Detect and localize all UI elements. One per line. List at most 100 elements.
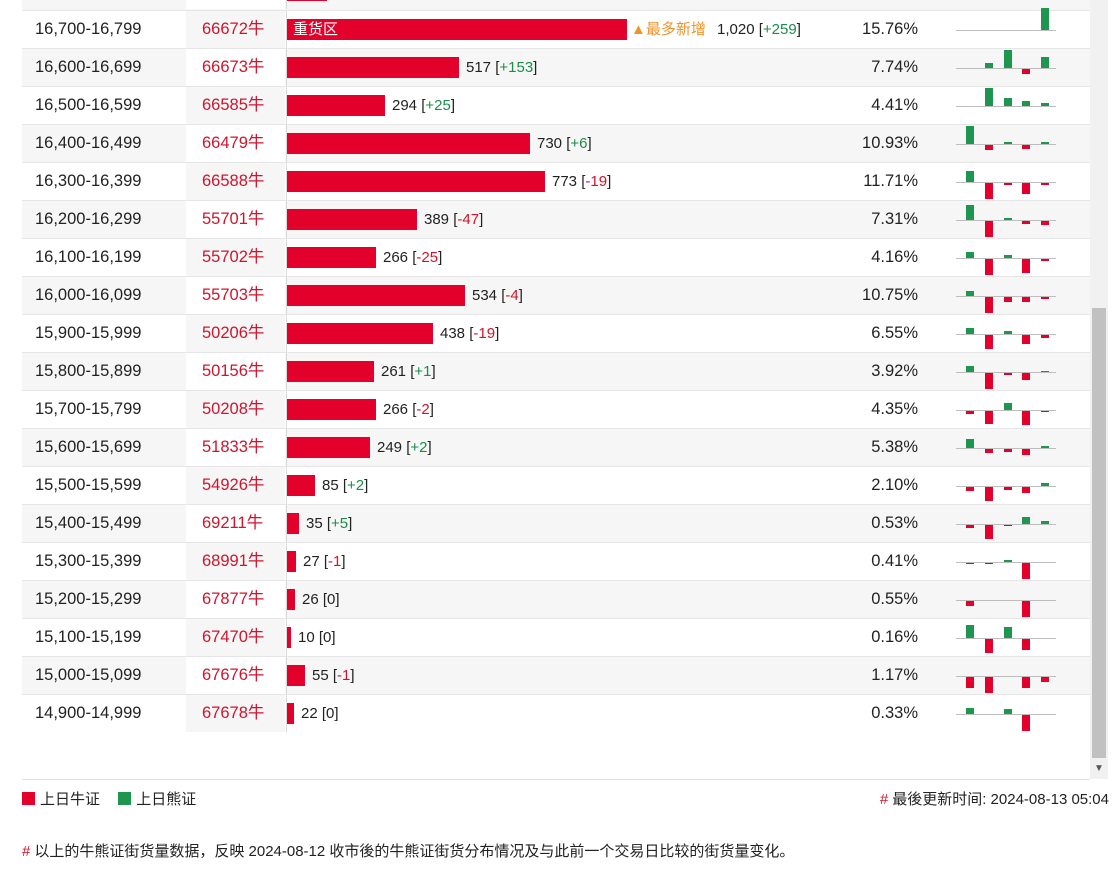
volume-bar: 重货区 xyxy=(287,19,627,40)
scroll-down-arrow-icon[interactable]: ▼ xyxy=(1094,763,1104,774)
sparkline-bar xyxy=(985,63,993,68)
sparkline-bar xyxy=(1004,218,1012,220)
volume-bar xyxy=(287,589,295,610)
percentage: 0.16% xyxy=(871,628,918,646)
sparkline-axis xyxy=(956,714,1056,715)
strike-range: 15,400-15,499 xyxy=(35,514,142,532)
sparkline-bar xyxy=(1041,297,1049,299)
table-row: 15,800-15,899 50156牛 261 [+1] 3.92% xyxy=(22,352,1090,390)
sparkline-bar xyxy=(1004,373,1012,375)
volume-change: 0 xyxy=(323,629,332,646)
volume-value: 26 xyxy=(302,591,319,608)
heavy-zone-label: 重货区 xyxy=(293,21,339,38)
sparkline-bar xyxy=(1022,715,1030,731)
sparkline-axis xyxy=(956,372,1056,373)
code-cell: 55701牛 xyxy=(186,201,285,238)
volume-bar xyxy=(287,323,433,344)
warrant-code-link[interactable]: 67678牛 xyxy=(202,704,265,722)
warrant-code-link[interactable]: 66673牛 xyxy=(202,58,265,76)
code-cell: 66479牛 xyxy=(186,125,285,162)
scrollbar[interactable]: ▼ xyxy=(1090,0,1108,779)
sparkline-bar xyxy=(1022,373,1030,380)
sparkline-bar xyxy=(985,411,993,424)
volume-count: 10 [0] xyxy=(298,629,336,646)
volume-count: 261 [+1] xyxy=(381,363,436,380)
history-sparkline xyxy=(956,8,1058,48)
warrant-code-link[interactable]: 50156牛 xyxy=(202,362,265,380)
volume-bar xyxy=(287,361,374,382)
sparkline-bar xyxy=(1041,103,1049,106)
volume-change: -19 xyxy=(473,325,496,342)
volume-bar xyxy=(287,171,545,192)
hash-mark: # xyxy=(22,843,31,860)
volume-change: -47 xyxy=(457,211,480,228)
volume-count: 249 [+2] xyxy=(377,439,432,456)
sparkline-axis xyxy=(956,106,1056,107)
history-sparkline xyxy=(956,543,1058,580)
sparkline-bar xyxy=(985,563,993,564)
warrant-code-link[interactable]: 55702牛 xyxy=(202,248,265,266)
code-cell: 51833牛 xyxy=(186,429,285,466)
warrant-code-link[interactable]: 69211牛 xyxy=(202,514,264,532)
percentage: 10.93% xyxy=(862,134,918,152)
sparkline-bar xyxy=(1041,183,1049,185)
sparkline-axis xyxy=(956,296,1056,297)
table-row: 15,500-15,599 54926牛 85 [+2] 2.10% xyxy=(22,466,1090,504)
volume-count: 730 [+6] xyxy=(537,135,592,152)
code-cell: 55703牛 xyxy=(186,277,285,314)
percentage: 1.17% xyxy=(871,666,918,684)
strike-range: 15,000-15,099 xyxy=(35,666,142,684)
sparkline-bar xyxy=(1041,8,1049,30)
warrant-code-link[interactable]: 55703牛 xyxy=(202,286,265,304)
volume-bar-cell: 730 [+6] xyxy=(286,125,847,162)
volume-value: 266 xyxy=(383,249,409,266)
strike-range: 15,200-15,299 xyxy=(35,590,142,608)
warrant-code-link[interactable]: 67470牛 xyxy=(202,628,265,646)
volume-count: 26 [0] xyxy=(302,591,340,608)
history-sparkline xyxy=(956,315,1058,352)
sparkline-bar xyxy=(966,677,974,688)
volume-change: -1 xyxy=(328,553,342,570)
warrant-code-link[interactable]: 66588牛 xyxy=(202,172,265,190)
sparkline-bar xyxy=(1022,259,1030,273)
warrant-code-link[interactable]: 55701牛 xyxy=(202,210,265,228)
warrant-code-link[interactable]: 66672牛 xyxy=(202,20,265,38)
warrant-code-link[interactable]: 66479牛 xyxy=(202,134,265,152)
scroll-thumb[interactable] xyxy=(1092,308,1106,758)
warrant-code-link[interactable]: 50206牛 xyxy=(202,324,265,342)
history-sparkline xyxy=(956,277,1058,314)
warrant-code-link[interactable]: 54926牛 xyxy=(202,476,265,494)
sparkline-bar xyxy=(1022,677,1030,688)
volume-value: 294 xyxy=(392,97,418,114)
warrant-code-link[interactable]: 68991牛 xyxy=(202,552,265,570)
sparkline-axis xyxy=(956,638,1056,639)
volume-value: 22 xyxy=(301,705,318,722)
warrant-code-link[interactable]: 67676牛 xyxy=(202,666,265,684)
warrant-code-link[interactable]: 50208牛 xyxy=(202,400,265,418)
volume-count: 294 [+25] xyxy=(392,97,455,114)
volume-count: 266 [-2] xyxy=(383,401,434,418)
warrant-code-link[interactable]: 51833牛 xyxy=(202,438,265,456)
volume-bar-cell: 35 [+5] xyxy=(286,505,847,542)
strike-range: 15,700-15,799 xyxy=(35,400,142,418)
sparkline-bar xyxy=(1041,335,1049,338)
volume-count: 389 [-47] xyxy=(424,211,484,228)
warrant-code-link[interactable]: 66679牛 xyxy=(202,0,264,9)
sparkline-bar xyxy=(1022,601,1030,617)
table-row: 15,300-15,399 68991牛 27 [-1] 0.41% xyxy=(22,542,1090,580)
strike-range: 16,300-16,399 xyxy=(35,172,142,190)
history-sparkline xyxy=(956,125,1058,162)
percentage: 10.75% xyxy=(862,286,918,304)
warrant-code-link[interactable]: 66585牛 xyxy=(202,96,265,114)
code-cell: 50208牛 xyxy=(186,391,285,428)
sparkline-bar xyxy=(1004,403,1012,410)
percentage: 7.31% xyxy=(871,210,918,228)
volume-bar-cell: 26 [0] xyxy=(286,581,847,618)
history-sparkline xyxy=(956,429,1058,466)
sparkline-bar xyxy=(966,563,974,564)
warrant-code-link[interactable]: 67877牛 xyxy=(202,590,265,608)
percentage: 1.79% xyxy=(822,0,918,9)
code-cell: 67678牛 xyxy=(186,695,285,732)
sparkline-bar xyxy=(1004,449,1012,452)
strike-range: 16,400-16,499 xyxy=(35,134,142,152)
